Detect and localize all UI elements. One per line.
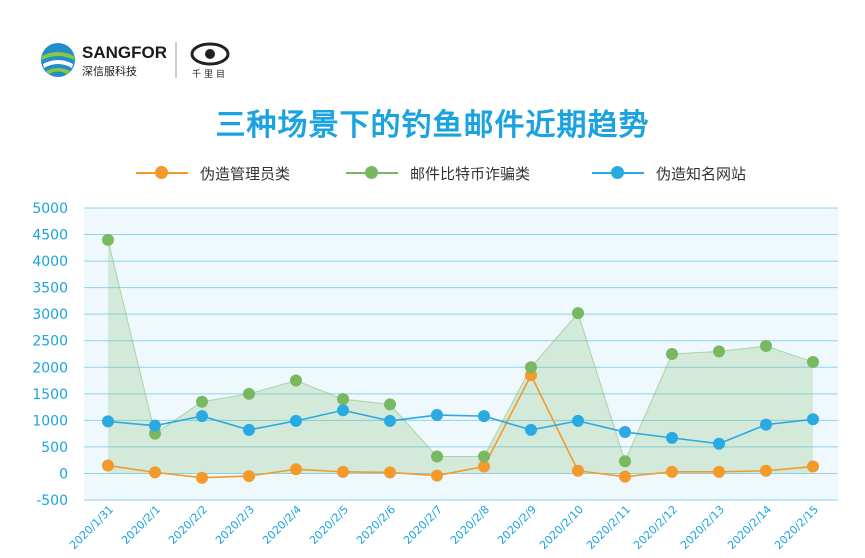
x-tick-label: 2020/2/2 bbox=[166, 503, 210, 547]
legend-item: 邮件比特币诈骗类 bbox=[346, 160, 530, 186]
y-tick-label: -500 bbox=[36, 493, 68, 509]
data-point bbox=[384, 398, 396, 411]
data-point bbox=[290, 414, 302, 427]
legend-item: 伪造知名网站 bbox=[592, 160, 746, 186]
y-tick-label: 0 bbox=[59, 466, 68, 482]
x-tick-label: 2020/2/15 bbox=[772, 503, 821, 552]
data-point bbox=[149, 466, 161, 479]
series-line bbox=[107, 239, 814, 463]
data-point bbox=[243, 470, 255, 483]
data-point bbox=[572, 464, 584, 477]
y-tick-label: 500 bbox=[41, 440, 68, 456]
legend-label: 伪造知名网站 bbox=[656, 164, 747, 183]
data-point bbox=[196, 471, 208, 484]
x-tick-label: 2020/2/3 bbox=[213, 503, 257, 547]
data-point bbox=[337, 465, 349, 478]
data-point bbox=[196, 410, 208, 423]
data-point bbox=[384, 414, 396, 427]
data-point bbox=[337, 393, 349, 406]
partner-name: 千里目 bbox=[192, 70, 229, 80]
data-point bbox=[807, 413, 819, 426]
x-tick-label: 2020/2/14 bbox=[725, 503, 774, 552]
data-point bbox=[243, 387, 255, 400]
legend-dot bbox=[365, 166, 378, 179]
data-point bbox=[243, 423, 255, 436]
y-tick-label: 3500 bbox=[32, 281, 68, 297]
x-tick-label: 2020/2/9 bbox=[495, 503, 539, 547]
x-tick-label: 2020/2/1 bbox=[119, 503, 163, 547]
series-line bbox=[107, 373, 814, 479]
data-point bbox=[666, 348, 678, 360]
data-point bbox=[525, 423, 537, 436]
data-point bbox=[478, 450, 490, 463]
data-point bbox=[478, 410, 490, 423]
legend-label: 邮件比特币诈骗类 bbox=[410, 164, 531, 183]
data-point bbox=[149, 419, 161, 432]
x-tick-label: 2020/2/10 bbox=[537, 503, 586, 552]
y-tick-label: 1500 bbox=[32, 387, 68, 403]
data-point bbox=[713, 465, 725, 478]
data-point bbox=[807, 355, 819, 368]
x-tick-label: 2020/1/31 bbox=[67, 503, 116, 552]
x-tick-label: 2020/2/13 bbox=[678, 503, 727, 552]
data-point bbox=[760, 340, 772, 353]
y-tick-label: 3000 bbox=[32, 307, 68, 323]
data-point bbox=[760, 418, 772, 431]
data-point bbox=[102, 415, 114, 428]
data-point bbox=[713, 437, 725, 450]
data-point bbox=[337, 404, 349, 417]
data-point bbox=[619, 470, 631, 483]
x-tick-label: 2020/2/12 bbox=[631, 503, 680, 552]
sangfor-logo-icon bbox=[41, 42, 230, 78]
data-point bbox=[619, 455, 631, 468]
data-point bbox=[525, 361, 537, 374]
y-tick-label: 4000 bbox=[32, 254, 68, 270]
data-point bbox=[290, 463, 302, 476]
x-tick-label: 2020/2/4 bbox=[260, 503, 304, 547]
data-point bbox=[807, 460, 819, 473]
y-tick-label: 1000 bbox=[32, 413, 68, 429]
legend-dot bbox=[155, 166, 168, 179]
data-point bbox=[102, 233, 114, 246]
data-point bbox=[666, 431, 678, 444]
x-tick-label: 2020/2/7 bbox=[401, 503, 445, 547]
data-point bbox=[384, 466, 396, 479]
chart-title: 三种场景下的钓鱼邮件近期趋势 bbox=[215, 108, 650, 143]
data-point bbox=[431, 469, 443, 482]
y-tick-label: 2500 bbox=[32, 334, 68, 350]
data-point bbox=[431, 409, 443, 422]
y-tick-label: 5000 bbox=[32, 201, 68, 217]
data-point bbox=[760, 464, 772, 477]
y-tick-label: 2000 bbox=[32, 360, 68, 376]
legend-dot bbox=[611, 166, 624, 179]
data-point bbox=[290, 374, 302, 387]
chart-legend: 伪造管理员类 邮件比特币诈骗类 伪造知名网站 bbox=[0, 160, 865, 186]
x-tick-label: 2020/2/11 bbox=[584, 503, 633, 552]
series-area bbox=[108, 239, 813, 474]
plot-background bbox=[84, 208, 838, 500]
data-point bbox=[102, 459, 114, 472]
data-point bbox=[619, 426, 631, 439]
series-line bbox=[107, 409, 814, 445]
data-point bbox=[431, 450, 443, 463]
data-point bbox=[572, 307, 584, 320]
x-tick-label: 2020/2/6 bbox=[354, 503, 398, 547]
data-point bbox=[196, 395, 208, 408]
legend-label: 伪造管理员类 bbox=[200, 164, 291, 183]
y-tick-label: 4500 bbox=[32, 228, 68, 244]
data-point bbox=[666, 465, 678, 478]
data-point bbox=[478, 460, 490, 473]
brand-sub: 深信服科技 bbox=[82, 65, 137, 78]
x-tick-label: 2020/2/8 bbox=[448, 503, 492, 547]
x-tick-label: 2020/2/5 bbox=[307, 503, 351, 547]
legend-item: 伪造管理员类 bbox=[136, 160, 290, 186]
logo-area: SANGFOR 深信服科技 千里目 bbox=[40, 38, 260, 82]
data-point bbox=[572, 414, 584, 427]
brand-name: SANGFOR bbox=[82, 43, 167, 62]
data-point bbox=[713, 345, 725, 358]
